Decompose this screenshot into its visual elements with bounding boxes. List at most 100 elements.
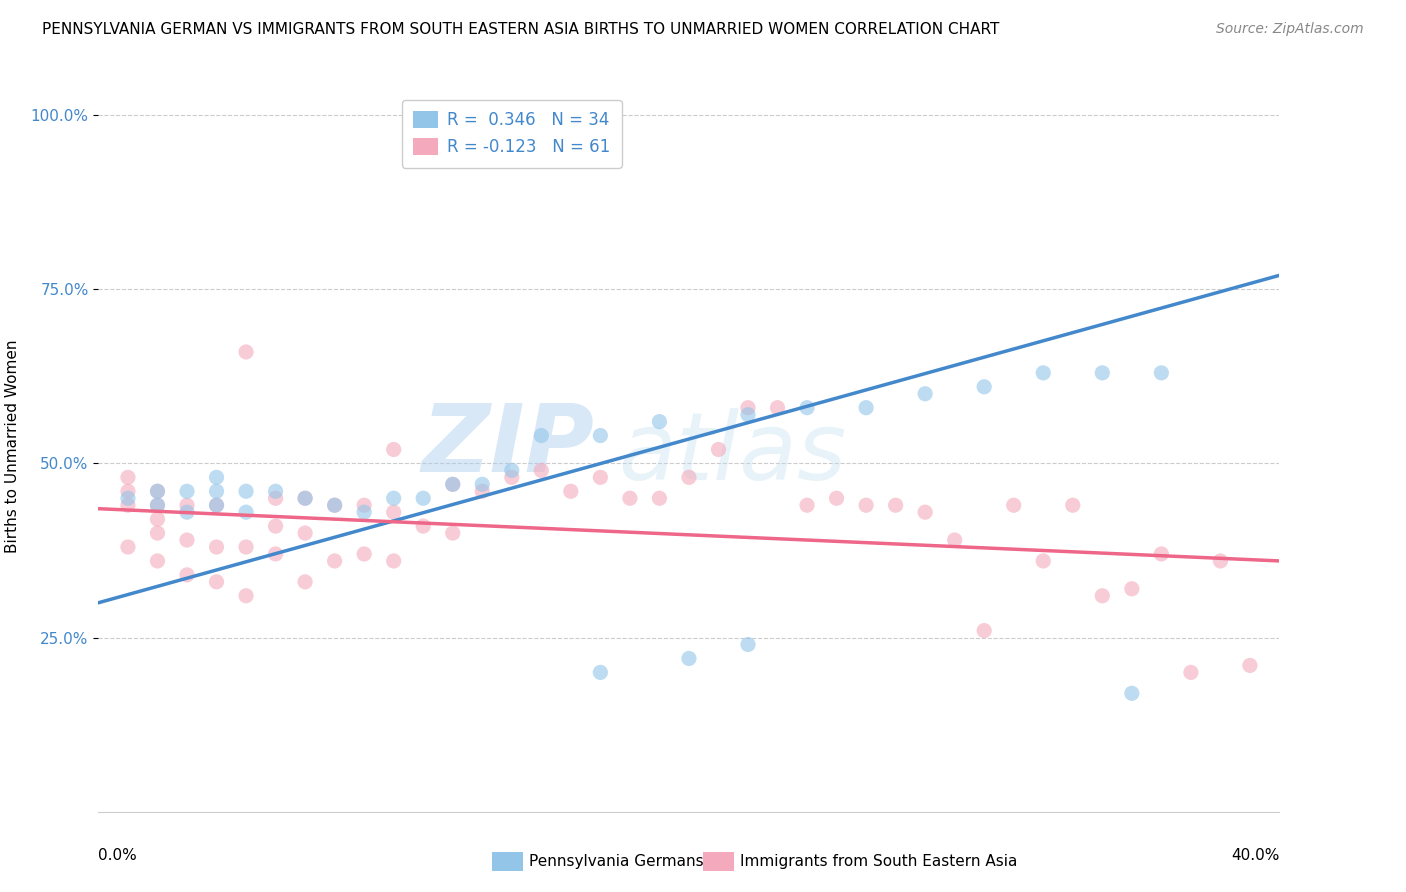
Point — [117, 498, 139, 512]
Point — [973, 380, 995, 394]
Text: ZIP: ZIP — [422, 400, 595, 492]
Point — [205, 484, 228, 499]
Point — [973, 624, 995, 638]
Point — [235, 484, 257, 499]
Point — [176, 567, 198, 582]
Point — [1180, 665, 1202, 680]
Point — [412, 491, 434, 506]
Point — [1032, 554, 1054, 568]
Text: 0.0%: 0.0% — [98, 848, 138, 863]
Legend: R =  0.346   N = 34, R = -0.123   N = 61: R = 0.346 N = 34, R = -0.123 N = 61 — [402, 100, 621, 168]
Point — [589, 428, 612, 442]
Point — [146, 498, 169, 512]
Point — [176, 505, 198, 519]
Text: Pennsylvania Germans: Pennsylvania Germans — [529, 855, 703, 869]
Text: atlas: atlas — [619, 408, 846, 499]
Point — [1239, 658, 1261, 673]
Point — [264, 491, 287, 506]
Point — [412, 519, 434, 533]
Point — [678, 651, 700, 665]
Point — [146, 484, 169, 499]
Point — [294, 574, 316, 589]
Point — [1062, 498, 1084, 512]
Point — [1121, 582, 1143, 596]
Point — [737, 408, 759, 422]
Point — [914, 505, 936, 519]
Point — [471, 484, 494, 499]
Point — [943, 533, 966, 547]
Point — [382, 554, 405, 568]
Point — [146, 526, 169, 541]
Point — [146, 554, 169, 568]
Point — [619, 491, 641, 506]
Point — [825, 491, 848, 506]
Point — [294, 491, 316, 506]
Point — [294, 526, 316, 541]
Point — [1091, 589, 1114, 603]
Point — [235, 505, 257, 519]
Point — [353, 505, 375, 519]
Point — [117, 491, 139, 506]
Point — [648, 491, 671, 506]
Point — [1150, 366, 1173, 380]
Point — [530, 428, 553, 442]
Point — [264, 519, 287, 533]
Point — [501, 463, 523, 477]
Point — [914, 386, 936, 401]
Point — [796, 498, 818, 512]
Text: Source: ZipAtlas.com: Source: ZipAtlas.com — [1216, 22, 1364, 37]
Point — [441, 477, 464, 491]
Point — [707, 442, 730, 457]
Point — [176, 533, 198, 547]
Point — [205, 574, 228, 589]
Point — [441, 477, 464, 491]
Point — [1091, 366, 1114, 380]
Point — [766, 401, 789, 415]
Point — [176, 498, 198, 512]
Point — [530, 463, 553, 477]
Text: Immigrants from South Eastern Asia: Immigrants from South Eastern Asia — [740, 855, 1017, 869]
Point — [855, 498, 877, 512]
Point — [205, 470, 228, 484]
Y-axis label: Births to Unmarried Women: Births to Unmarried Women — [4, 339, 20, 553]
Point — [737, 638, 759, 652]
Point — [117, 470, 139, 484]
Point — [176, 484, 198, 499]
Point — [264, 547, 287, 561]
Point — [737, 401, 759, 415]
Point — [382, 442, 405, 457]
Point — [323, 498, 346, 512]
Text: PENNSYLVANIA GERMAN VS IMMIGRANTS FROM SOUTH EASTERN ASIA BIRTHS TO UNMARRIED WO: PENNSYLVANIA GERMAN VS IMMIGRANTS FROM S… — [42, 22, 1000, 37]
Point — [146, 484, 169, 499]
Point — [589, 665, 612, 680]
Point — [353, 498, 375, 512]
Point — [1209, 554, 1232, 568]
Point — [1032, 366, 1054, 380]
Point — [1121, 686, 1143, 700]
Point — [294, 491, 316, 506]
Point — [235, 589, 257, 603]
Point — [471, 477, 494, 491]
Point — [235, 345, 257, 359]
Point — [648, 415, 671, 429]
Point — [205, 498, 228, 512]
Point — [323, 554, 346, 568]
Text: 40.0%: 40.0% — [1232, 848, 1279, 863]
Point — [560, 484, 582, 499]
Point — [205, 540, 228, 554]
Point — [1002, 498, 1025, 512]
Point — [205, 498, 228, 512]
Point — [146, 498, 169, 512]
Point — [441, 526, 464, 541]
Point — [117, 540, 139, 554]
Point — [264, 484, 287, 499]
Point — [353, 547, 375, 561]
Point — [117, 484, 139, 499]
Point — [884, 498, 907, 512]
Point — [235, 540, 257, 554]
Point — [678, 470, 700, 484]
Point — [1150, 547, 1173, 561]
Point — [796, 401, 818, 415]
Point — [382, 491, 405, 506]
Point — [855, 401, 877, 415]
